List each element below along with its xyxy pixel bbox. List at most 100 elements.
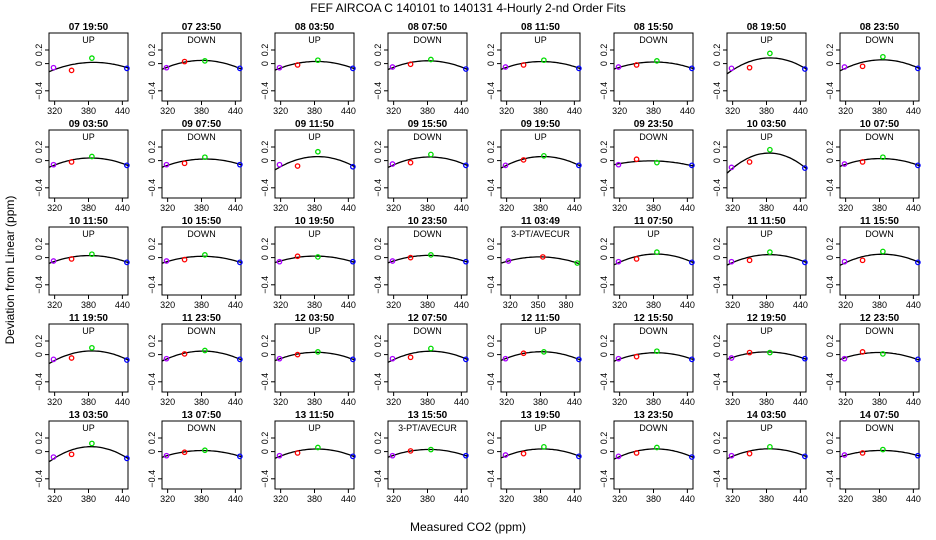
fit-curve (274, 155, 354, 171)
y-tick-label: 0 (34, 352, 44, 357)
panel-title: 08 15:50 (634, 22, 674, 33)
panel-mode-label: DOWN (865, 423, 894, 433)
panel-mode-label: UP (82, 35, 95, 45)
data-point (389, 452, 396, 459)
panel: 07 23:50 DOWN 320 380 440 −0.4 0 0.2 (147, 22, 243, 116)
x-tick-label: 380 (81, 203, 96, 213)
fit-curve (501, 448, 580, 459)
x-tick-label: 380 (646, 397, 661, 407)
data-point (802, 165, 808, 171)
fit-curve (501, 60, 580, 70)
x-tick-label: 440 (115, 397, 130, 407)
data-point (767, 146, 773, 153)
panel-title: 13 11:50 (295, 410, 334, 421)
y-tick-label: −0.4 (373, 82, 383, 100)
y-tick-label: 0.2 (34, 335, 44, 348)
data-point (50, 64, 57, 71)
x-tick-label: 320 (725, 494, 740, 504)
data-point (654, 348, 660, 355)
x-tick-label: 380 (646, 300, 661, 310)
x-tick-label: 440 (341, 203, 356, 213)
panel: 10 03:50 UP 320 380 440 −0.4 0 0.2 (712, 119, 808, 213)
data-point (841, 258, 848, 265)
panel-mode-label: DOWN (639, 326, 668, 336)
y-tick-label: −0.4 (712, 470, 722, 488)
x-tick-label: 380 (81, 106, 96, 116)
x-tick-label: 380 (307, 397, 322, 407)
y-tick-label: 0 (147, 352, 157, 357)
y-tick-label: 0 (373, 61, 383, 66)
fit-curve (162, 158, 241, 168)
data-point (202, 447, 208, 454)
data-point (689, 162, 695, 169)
panel-title: 09 11:50 (295, 119, 334, 130)
data-point (633, 450, 640, 456)
x-tick-label: 380 (194, 203, 209, 213)
fit-curve (49, 61, 128, 73)
data-point (315, 148, 321, 155)
y-tick-label: 0 (599, 449, 609, 454)
data-point (276, 64, 283, 71)
y-tick-label: 0 (712, 158, 722, 163)
x-tick-label: 440 (454, 106, 469, 116)
data-point (68, 67, 75, 74)
fit-curve (49, 254, 128, 264)
data-point (463, 66, 469, 72)
panel-mode-label: UP (308, 35, 321, 45)
panel-title: 12 23:50 (860, 313, 900, 324)
x-tick-label: 320 (612, 203, 627, 213)
x-tick-label: 440 (228, 494, 243, 504)
data-point (615, 453, 622, 460)
data-point (576, 65, 582, 72)
y-tick-label: 0 (599, 158, 609, 163)
panel-title: 12 15:50 (634, 313, 674, 324)
y-tick-label: 0.2 (34, 432, 44, 445)
panel-mode-label: DOWN (865, 229, 894, 239)
x-tick-label: 320 (499, 106, 514, 116)
y-tick-label: 0 (260, 255, 270, 260)
data-point (163, 452, 170, 459)
panel-title: 12 03:50 (295, 313, 335, 324)
y-tick-label: 0 (486, 449, 496, 454)
panel-mode-label: DOWN (187, 35, 216, 45)
panel: 11 15:50 DOWN 320 380 440 −0.4 0 0.2 (825, 216, 921, 310)
data-point (520, 350, 527, 357)
x-tick-label: 380 (533, 203, 548, 213)
data-point (89, 251, 95, 258)
panel: 09 03:50 UP 320 380 440 −0.4 0 0.2 (34, 119, 130, 213)
fit-curve (162, 255, 241, 264)
data-point (181, 160, 188, 167)
x-tick-label: 440 (906, 106, 921, 116)
y-tick-label: 0 (712, 352, 722, 357)
data-point (541, 152, 547, 159)
data-point (68, 355, 75, 361)
x-tick-label: 380 (759, 203, 774, 213)
data-point (541, 57, 547, 64)
panel: 09 15:50 DOWN 320 380 440 −0.4 0 0.2 (373, 119, 469, 213)
panel-title: 11 07:50 (634, 216, 673, 227)
data-point (124, 162, 130, 169)
x-tick-label: 440 (341, 494, 356, 504)
data-point (859, 349, 866, 355)
data-point (407, 354, 414, 361)
x-tick-label: 320 (838, 494, 853, 504)
data-point (50, 161, 57, 168)
y-tick-label: 0.2 (147, 141, 157, 154)
x-tick-label: 320 (47, 397, 62, 407)
x-tick-label: 440 (906, 397, 921, 407)
y-tick-label: 0.2 (486, 432, 496, 445)
y-tick-label: 0.2 (599, 238, 609, 251)
x-tick-label: 320 (612, 397, 627, 407)
fit-curve (388, 156, 467, 168)
data-point (237, 161, 243, 168)
data-point (633, 156, 640, 163)
panel-mode-label: DOWN (865, 326, 894, 336)
panel-title: 09 19:50 (521, 119, 561, 130)
x-tick-label: 440 (454, 494, 469, 504)
data-point (633, 256, 640, 262)
x-tick-label: 440 (793, 397, 808, 407)
panel-mode-label: DOWN (187, 326, 216, 336)
panel-title: 14 03:50 (747, 410, 787, 421)
y-tick-label: 0.2 (34, 141, 44, 154)
data-point (407, 61, 414, 68)
